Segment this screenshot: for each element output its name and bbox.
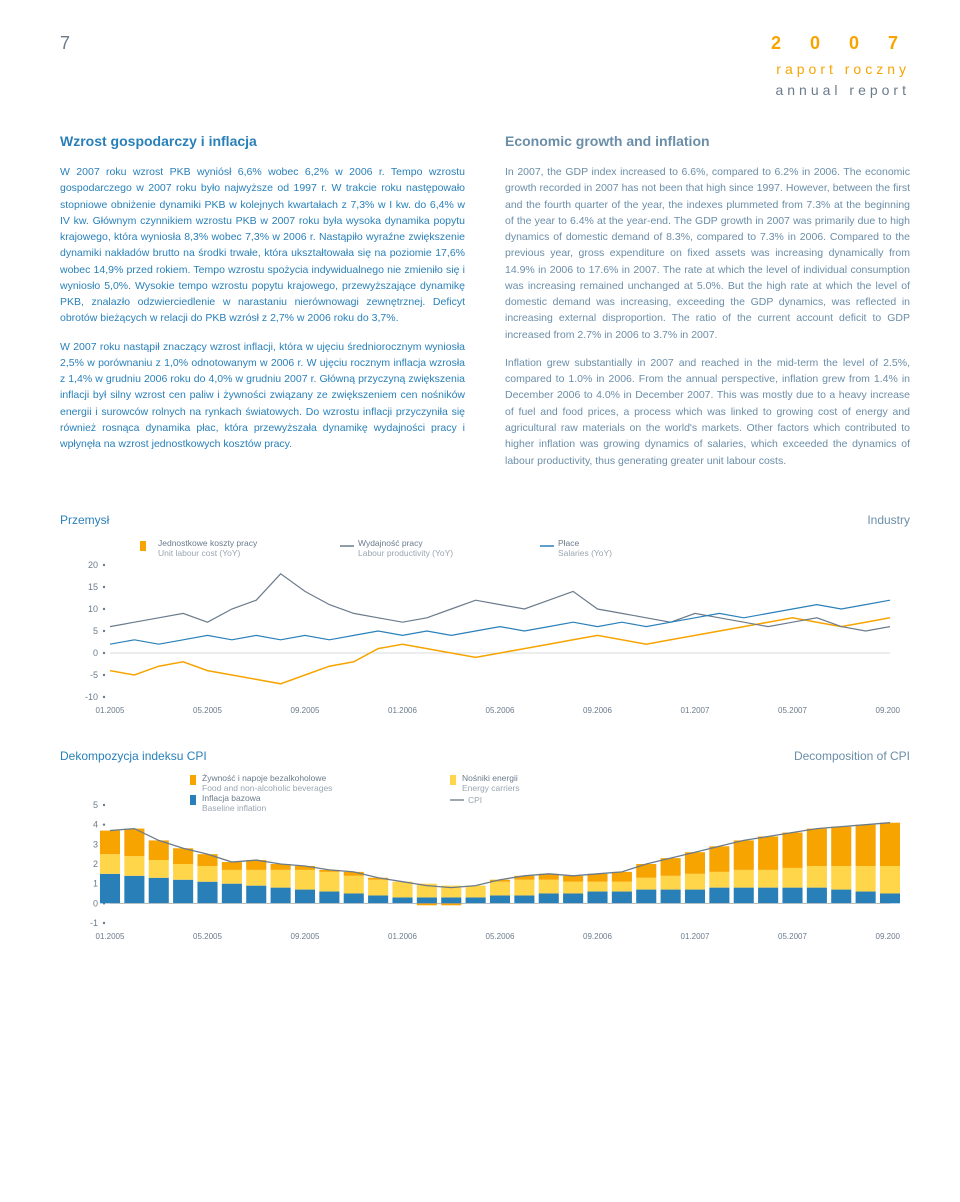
chart1-title-en: Industry bbox=[867, 511, 910, 529]
svg-text:Unit labour cost (YoY): Unit labour cost (YoY) bbox=[158, 548, 241, 558]
svg-text:09.2006: 09.2006 bbox=[583, 706, 612, 715]
svg-text:3: 3 bbox=[93, 839, 98, 849]
svg-text:05.2006: 05.2006 bbox=[486, 932, 515, 941]
svg-text:Wydajność pracy: Wydajność pracy bbox=[358, 538, 423, 548]
chart-industry: Przemysł Industry -10 -5 0 5 10 15 20 01.2005 05… bbox=[60, 511, 910, 717]
svg-text:05.2007: 05.2007 bbox=[778, 932, 807, 941]
svg-text:0: 0 bbox=[93, 898, 98, 908]
body-paragraph: W 2007 roku nastąpił znaczący wzrost inf… bbox=[60, 339, 465, 453]
svg-text:09.2007: 09.2007 bbox=[876, 706, 900, 715]
svg-text:Żywność i napoje bezalkoholowe: Żywność i napoje bezalkoholowe bbox=[202, 773, 327, 783]
chart1-title-pl: Przemysł bbox=[60, 511, 109, 529]
column-right: Economic growth and inflation In 2007, t… bbox=[505, 131, 910, 481]
svg-text:Food and non-alcoholic beverag: Food and non-alcoholic beverages bbox=[202, 783, 332, 793]
svg-text:1: 1 bbox=[93, 878, 98, 888]
column-left: Wzrost gospodarczy i inflacja W 2007 rok… bbox=[60, 131, 465, 481]
chart2-title-en: Decomposition of CPI bbox=[794, 747, 910, 765]
svg-text:Nośniki energii: Nośniki energii bbox=[462, 773, 518, 783]
svg-text:0: 0 bbox=[93, 648, 98, 658]
chart1-svg: -10 -5 0 5 10 15 20 01.2005 05.2005 09.2005 01.200… bbox=[60, 537, 900, 717]
svg-text:Baseline inflation: Baseline inflation bbox=[202, 803, 267, 813]
chart2-svg: -1 0 1 2 3 4 5 01.2005 05.2005 09.2005 01.2006 05.2… bbox=[60, 773, 900, 943]
svg-text:Labour productivity (YoY): Labour productivity (YoY) bbox=[358, 548, 453, 558]
svg-text:Energy carriers: Energy carriers bbox=[462, 783, 520, 793]
body-paragraph: In 2007, the GDP index increased to 6.6%… bbox=[505, 164, 910, 343]
svg-text:01.2007: 01.2007 bbox=[681, 932, 710, 941]
chart-cpi: Dekompozycja indeksu CPI Decomposition o… bbox=[60, 747, 910, 943]
svg-text:01.2007: 01.2007 bbox=[681, 706, 710, 715]
svg-text:5: 5 bbox=[93, 800, 98, 810]
svg-text:Inflacja bazowa: Inflacja bazowa bbox=[202, 793, 261, 803]
svg-text:01.2005: 01.2005 bbox=[96, 706, 125, 715]
svg-text:05.2005: 05.2005 bbox=[193, 932, 222, 941]
svg-text:20: 20 bbox=[88, 560, 98, 570]
chart2-title-pl: Dekompozycja indeksu CPI bbox=[60, 747, 207, 765]
text-columns: Wzrost gospodarczy i inflacja W 2007 rok… bbox=[60, 131, 910, 481]
page-header: 7 2 0 0 7 raport roczny annual report bbox=[60, 30, 910, 101]
svg-text:Jednostkowe koszty pracy: Jednostkowe koszty pracy bbox=[158, 538, 258, 548]
svg-text:05.2006: 05.2006 bbox=[486, 706, 515, 715]
svg-text:10: 10 bbox=[88, 604, 98, 614]
page-number: 7 bbox=[60, 30, 72, 57]
section-title-en: Economic growth and inflation bbox=[505, 131, 910, 152]
svg-text:01.2005: 01.2005 bbox=[96, 932, 125, 941]
svg-text:-1: -1 bbox=[90, 918, 98, 928]
svg-text:Płace: Płace bbox=[558, 538, 580, 548]
svg-text:15: 15 bbox=[88, 582, 98, 592]
svg-text:01.2006: 01.2006 bbox=[388, 706, 417, 715]
svg-text:4: 4 bbox=[93, 819, 98, 829]
svg-text:2: 2 bbox=[93, 859, 98, 869]
svg-text:CPI: CPI bbox=[468, 795, 482, 805]
body-paragraph: Inflation grew substantially in 2007 and… bbox=[505, 355, 910, 469]
svg-text:09.2005: 09.2005 bbox=[291, 706, 320, 715]
svg-text:09.2005: 09.2005 bbox=[291, 932, 320, 941]
header-line2: annual report bbox=[771, 80, 910, 101]
svg-text:5: 5 bbox=[93, 626, 98, 636]
body-paragraph: W 2007 roku wzrost PKB wyniósł 6,6% wobe… bbox=[60, 164, 465, 327]
svg-text:-5: -5 bbox=[90, 670, 98, 680]
svg-text:05.2005: 05.2005 bbox=[193, 706, 222, 715]
header-line1: raport roczny bbox=[771, 59, 910, 80]
svg-text:01.2006: 01.2006 bbox=[388, 932, 417, 941]
svg-text:Salaries (YoY): Salaries (YoY) bbox=[558, 548, 612, 558]
header-brand: 2 0 0 7 raport roczny annual report bbox=[771, 30, 910, 101]
svg-text:09.2007: 09.2007 bbox=[876, 932, 900, 941]
year: 2 0 0 7 bbox=[771, 30, 910, 57]
svg-text:-10: -10 bbox=[85, 692, 98, 702]
section-title-pl: Wzrost gospodarczy i inflacja bbox=[60, 131, 465, 152]
svg-text:09.2006: 09.2006 bbox=[583, 932, 612, 941]
svg-text:05.2007: 05.2007 bbox=[778, 706, 807, 715]
